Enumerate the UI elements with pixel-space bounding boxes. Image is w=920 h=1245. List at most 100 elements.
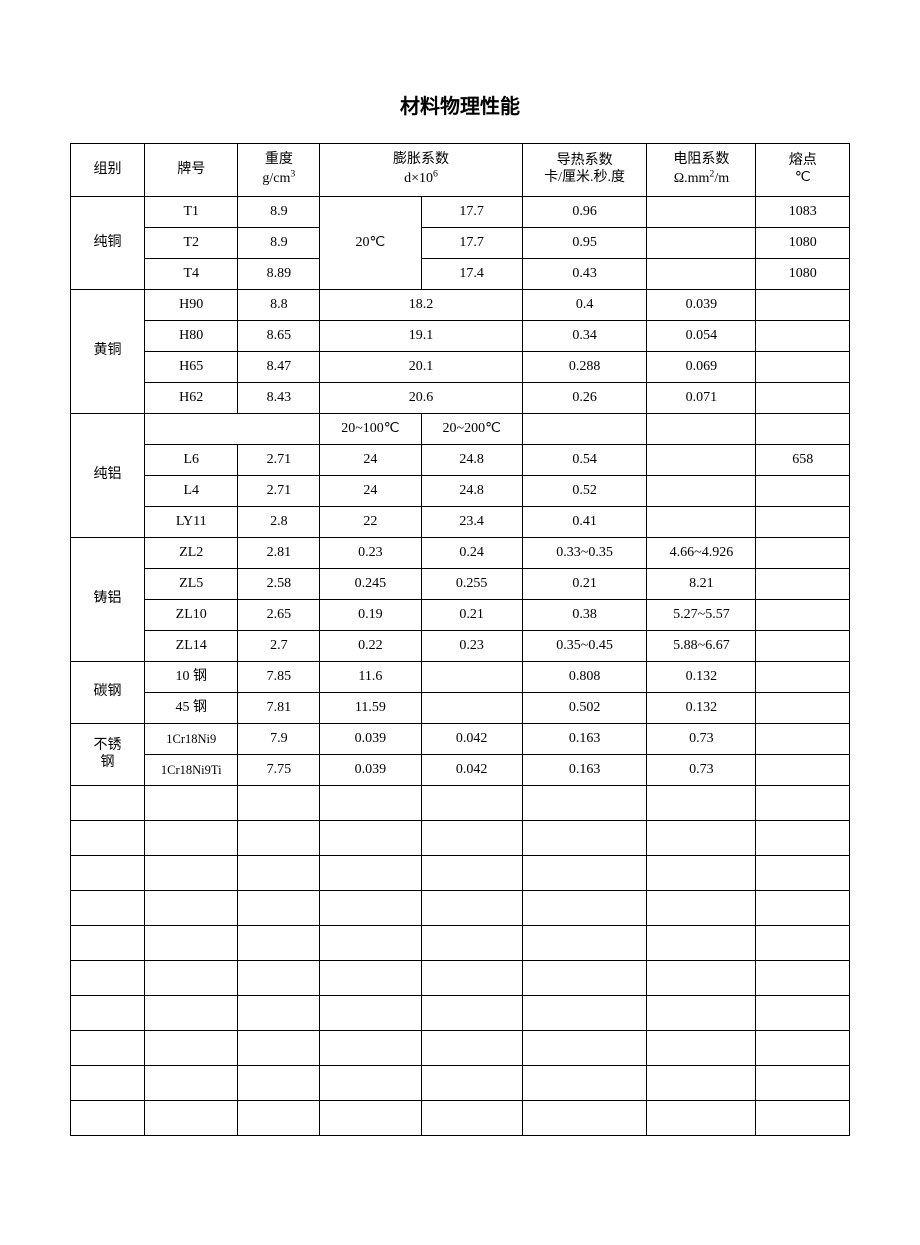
cell-density: 8.65 (238, 321, 320, 352)
cell-thermal: 0.41 (522, 507, 647, 538)
table-row: 45 钢 7.81 11.59 0.502 0.132 (71, 693, 850, 724)
cell-melt (756, 631, 850, 662)
cell-empty (238, 926, 320, 961)
cell-empty (522, 961, 647, 996)
cell-thermal: 0.52 (522, 476, 647, 507)
group-carbon-steel: 碳钢 (71, 662, 145, 724)
cell-empty (71, 786, 145, 821)
cell-density: 2.81 (238, 538, 320, 569)
cell-empty (522, 1066, 647, 1101)
cell-exp1: 0.23 (320, 538, 421, 569)
group-pure-copper: 纯铜 (71, 197, 145, 290)
cell-melt (756, 352, 850, 383)
cell-thermal: 0.35~0.45 (522, 631, 647, 662)
col-group: 组别 (71, 144, 145, 197)
cell-density: 8.9 (238, 228, 320, 259)
col-thermal-l1: 导热系数 (557, 153, 613, 168)
cell-empty (71, 856, 145, 891)
cell-empty (647, 856, 756, 891)
cell-empty (71, 996, 145, 1031)
cell-empty (522, 996, 647, 1031)
cell-empty (320, 821, 421, 856)
cell-grade: 45 钢 (145, 693, 238, 724)
cell-empty (756, 856, 850, 891)
cell-empty (320, 1101, 421, 1136)
cell-empty (756, 821, 850, 856)
col-expansion: 膨胀系数 d×106 (320, 144, 523, 197)
cell-empty (421, 786, 522, 821)
cell-resist (647, 445, 756, 476)
cell-empty (145, 1101, 238, 1136)
cell-empty (522, 821, 647, 856)
cell-empty (421, 1031, 522, 1066)
cell-grade: L6 (145, 445, 238, 476)
table-row-empty (71, 1066, 850, 1101)
cell-empty (421, 821, 522, 856)
cell-empty (756, 1066, 850, 1101)
cell-empty (421, 1101, 522, 1136)
cell-resist (647, 228, 756, 259)
cell-density: 8.47 (238, 352, 320, 383)
cell-grade: ZL2 (145, 538, 238, 569)
group-pure-al: 纯铝 (71, 414, 145, 538)
cell-thermal: 0.96 (522, 197, 647, 228)
cell-density: 2.71 (238, 476, 320, 507)
cell-empty (238, 891, 320, 926)
cell-resist: 0.071 (647, 383, 756, 414)
cell-exp: 20.1 (320, 352, 523, 383)
cell-grade: L4 (145, 476, 238, 507)
cell-resist (647, 197, 756, 228)
cell-empty (71, 891, 145, 926)
cell-empty (238, 786, 320, 821)
cell-exp2 (421, 662, 522, 693)
cell-empty (421, 1066, 522, 1101)
page-title: 材料物理性能 (70, 90, 850, 119)
table-row: 纯铜 T1 8.9 20℃ 17.7 0.96 1083 (71, 197, 850, 228)
cell-empty (320, 786, 421, 821)
cell-empty (647, 821, 756, 856)
cell-resist: 0.132 (647, 662, 756, 693)
cell-empty (71, 1101, 145, 1136)
cell-empty (145, 1066, 238, 1101)
cell-thermal: 0.21 (522, 569, 647, 600)
cell-exp2: 17.4 (421, 259, 522, 290)
cell-empty (238, 961, 320, 996)
col-thermal: 导热系数 卡/厘米.秒.度 (522, 144, 647, 197)
cell-empty (647, 1101, 756, 1136)
cell-exp: 18.2 (320, 290, 523, 321)
cell-thermal: 0.502 (522, 693, 647, 724)
table-row-empty (71, 1031, 850, 1066)
cell-thermal: 0.54 (522, 445, 647, 476)
cell-empty (145, 821, 238, 856)
cell-empty (320, 1066, 421, 1101)
cell-exp: 19.1 (320, 321, 523, 352)
cell-grade: ZL5 (145, 569, 238, 600)
cell-grade: H80 (145, 321, 238, 352)
cell-density: 7.81 (238, 693, 320, 724)
cell-empty (320, 1031, 421, 1066)
cell-empty (320, 856, 421, 891)
cell-grade: T1 (145, 197, 238, 228)
cell-resist: 8.21 (647, 569, 756, 600)
cell-empty (320, 961, 421, 996)
cell-thermal: 0.43 (522, 259, 647, 290)
empty-rows (71, 786, 850, 1136)
cell-empty (145, 961, 238, 996)
col-melt: 熔点 ℃ (756, 144, 850, 197)
cell-thermal: 0.33~0.35 (522, 538, 647, 569)
cell-grade: LY11 (145, 507, 238, 538)
cell-empty (238, 856, 320, 891)
cell-grade: ZL10 (145, 600, 238, 631)
table-row: T4 8.89 17.4 0.43 1080 (71, 259, 850, 290)
cell-empty (756, 786, 850, 821)
table-row-empty (71, 786, 850, 821)
col-expansion-l1: 膨胀系数 (393, 152, 449, 167)
cell-density: 2.71 (238, 445, 320, 476)
cell-empty (647, 891, 756, 926)
cell-empty (238, 1101, 320, 1136)
cell-thermal: 0.26 (522, 383, 647, 414)
cell-empty (71, 1066, 145, 1101)
table-row: 碳钢 10 钢 7.85 11.6 0.808 0.132 (71, 662, 850, 693)
cell-empty (647, 926, 756, 961)
cell-empty (756, 1031, 850, 1066)
